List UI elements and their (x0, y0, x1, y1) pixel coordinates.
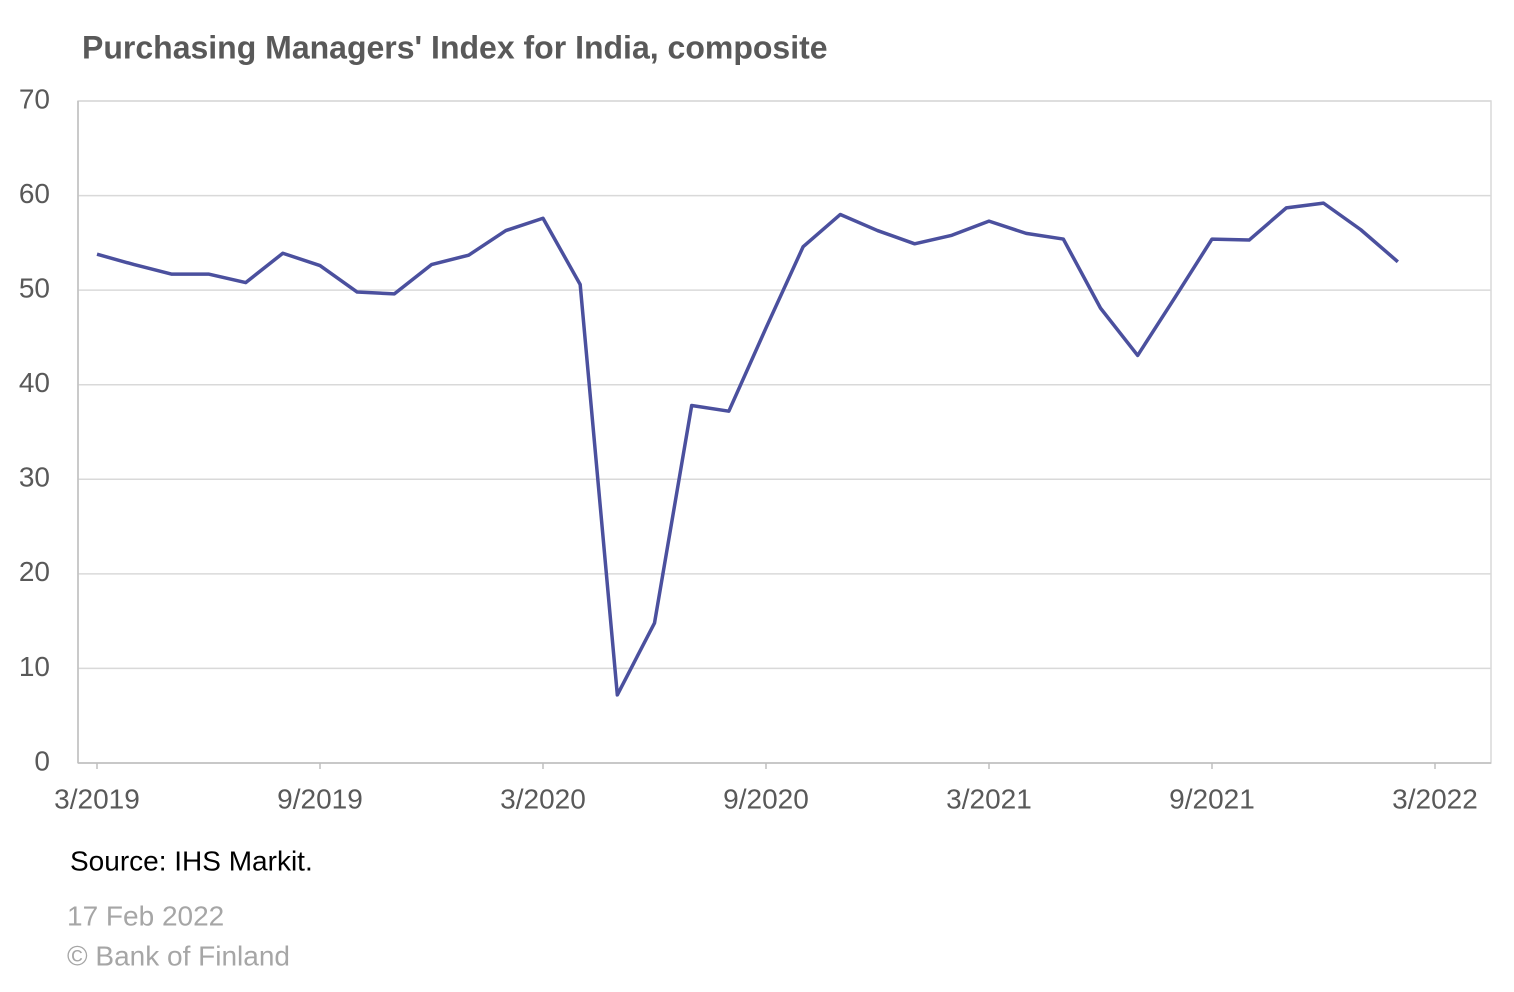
y-tick-label: 50 (19, 273, 50, 304)
y-tick-label: 40 (19, 367, 50, 398)
y-tick-label: 10 (19, 651, 50, 682)
chart-title: Purchasing Managers' Index for India, co… (82, 29, 828, 65)
date: 17 Feb 2022 (67, 900, 224, 931)
x-tick-label: 9/2019 (277, 783, 363, 814)
y-tick-label: 20 (19, 556, 50, 587)
y-tick-label: 70 (19, 83, 50, 114)
x-tick-label: 3/2021 (946, 783, 1032, 814)
y-tick-label: 60 (19, 178, 50, 209)
plot-frame (77, 100, 1492, 764)
x-tick-label: 3/2019 (54, 783, 140, 814)
x-tick-label: 9/2020 (723, 783, 809, 814)
x-tick-label: 3/2022 (1392, 783, 1478, 814)
y-tick-label: 0 (34, 745, 50, 776)
x-tick-label: 3/2020 (500, 783, 586, 814)
x-tick-label: 9/2021 (1169, 783, 1255, 814)
line-series (96, 201, 1399, 697)
copyright: © Bank of Finland (67, 940, 290, 971)
source: Source: IHS Markit. (70, 845, 313, 876)
y-tick-label: 30 (19, 462, 50, 493)
